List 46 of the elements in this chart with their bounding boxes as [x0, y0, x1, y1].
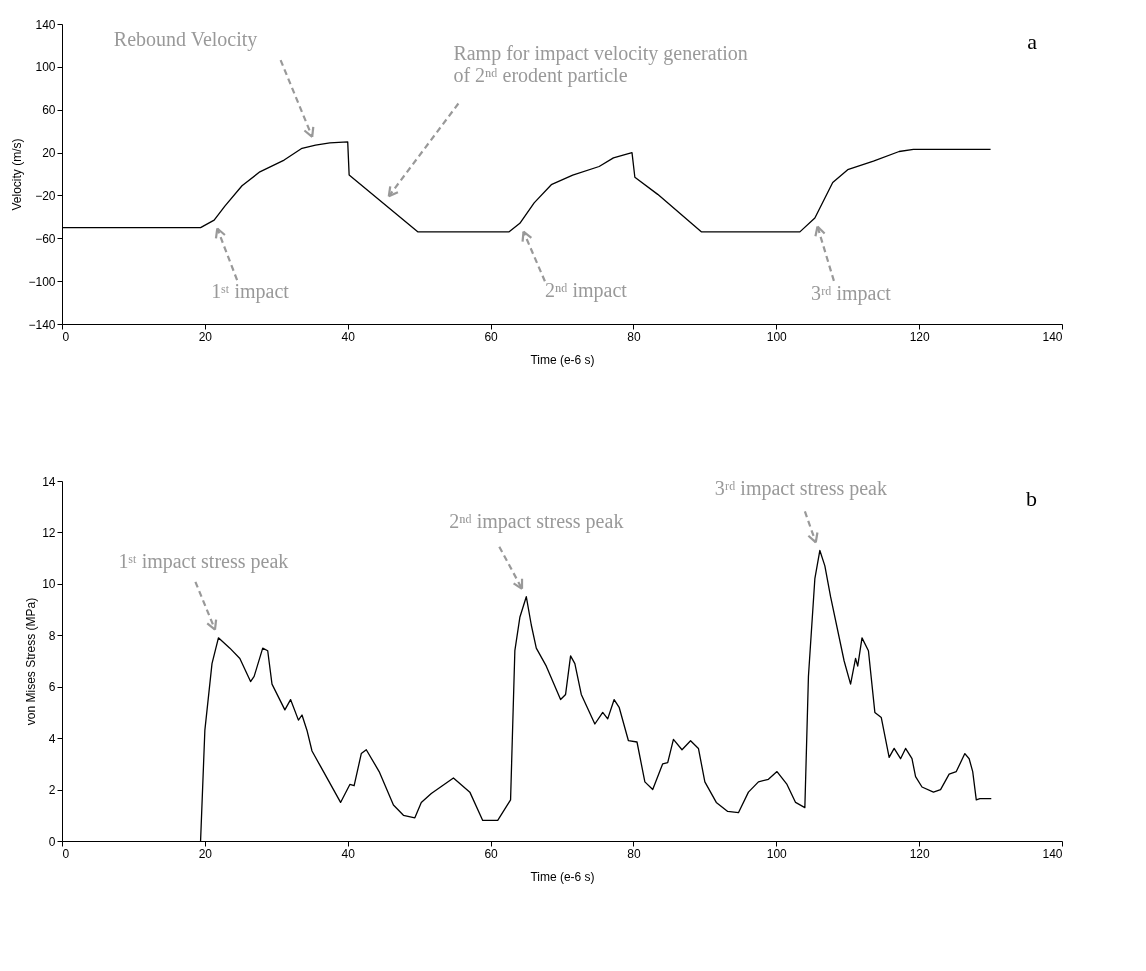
x-tick-label: 40 [341, 329, 356, 344]
y-tick-label: 10 [42, 577, 56, 592]
x-tick-label: 60 [484, 329, 499, 344]
y-tick-label: 2 [48, 783, 56, 798]
annotation: Ramp for impact velocity generation of 2ⁿᵈ erodent particle [453, 41, 748, 87]
y-axis-title: von Mises Stress (MPa) [24, 597, 39, 726]
annotation: 2ⁿᵈ impact [544, 279, 628, 303]
x-tick-label: 120 [909, 846, 930, 861]
y-tick-label: 14 [42, 474, 56, 489]
x-tick-label: 80 [627, 846, 641, 861]
annotation: 3ʳᵈ impact [810, 281, 892, 305]
annotation: 3ʳᵈ impact stress peak [714, 477, 887, 501]
x-tick-label: 140 [1042, 846, 1063, 861]
x-tick-label: 20 [198, 329, 213, 344]
y-tick-label: 20 [42, 146, 56, 161]
y-tick-label: 4 [48, 731, 56, 746]
y-tick-label: 140 [35, 17, 56, 32]
annotation: 1ˢᵗ impact [211, 280, 290, 304]
y-tick-label: 60 [42, 103, 56, 118]
y-tick-label: −20 [35, 188, 56, 203]
x-tick-label: 20 [198, 846, 213, 861]
x-tick-label: 40 [341, 846, 356, 861]
x-tick-label: 120 [909, 329, 930, 344]
x-tick-label: 100 [766, 846, 788, 861]
x-tick-label: 80 [627, 329, 641, 344]
x-tick-label: 100 [766, 329, 788, 344]
y-tick-label: 8 [48, 628, 56, 643]
y-tick-label: 12 [42, 525, 56, 540]
y-axis-title: Velocity (m/s) [10, 138, 25, 211]
y-tick-label: 100 [35, 60, 56, 75]
annotation: b [1026, 486, 1037, 511]
annotation: Rebound Velocity [113, 28, 258, 52]
x-tick-label: 140 [1042, 329, 1063, 344]
x-tick-label: 0 [62, 329, 70, 344]
y-tick-label: −140 [28, 317, 56, 332]
y-tick-label: 0 [48, 834, 56, 849]
y-tick-label: 6 [48, 680, 56, 695]
x-axis-title: Time (e-6 s) [530, 352, 595, 367]
y-tick-label: −100 [28, 274, 56, 289]
x-tick-label: 60 [484, 846, 499, 861]
annotation: 1ˢᵗ impact stress peak [118, 549, 289, 573]
annotation: a [1027, 29, 1038, 54]
annotation: 2ⁿᵈ impact stress peak [449, 509, 624, 533]
x-tick-label: 0 [62, 846, 70, 861]
x-axis-title: Time (e-6 s) [530, 869, 595, 884]
y-tick-label: −60 [35, 231, 56, 246]
